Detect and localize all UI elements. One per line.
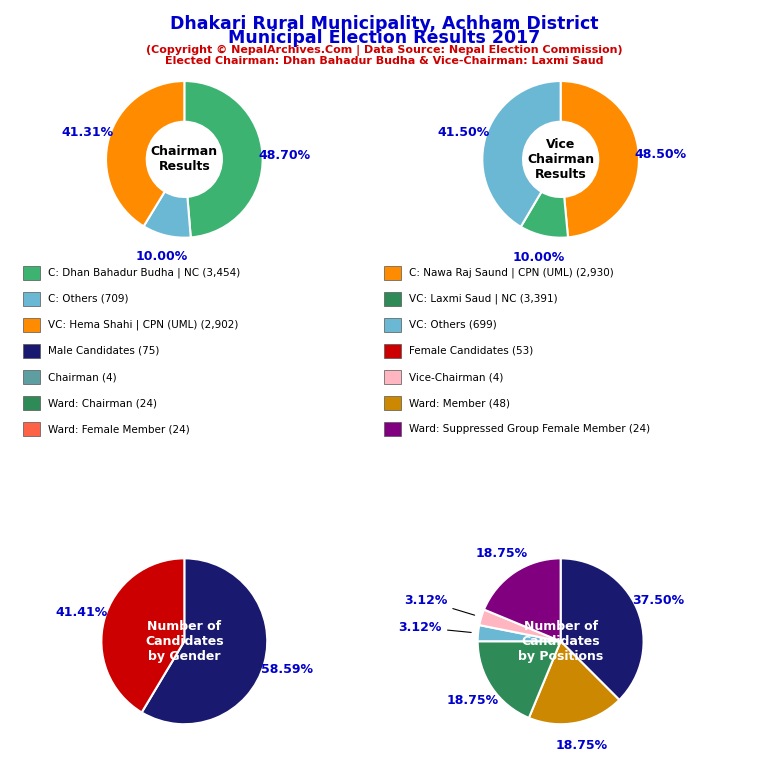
- Text: C: Dhan Bahadur Budha | NC (3,454): C: Dhan Bahadur Budha | NC (3,454): [48, 267, 240, 278]
- Text: Number of
Candidates
by Gender: Number of Candidates by Gender: [145, 620, 223, 663]
- Wedge shape: [521, 192, 568, 237]
- Wedge shape: [101, 558, 184, 713]
- Text: 18.75%: 18.75%: [446, 694, 498, 707]
- Text: 10.00%: 10.00%: [135, 250, 187, 263]
- Wedge shape: [106, 81, 184, 227]
- Text: Dhakari Rural Municipality, Achham District: Dhakari Rural Municipality, Achham Distr…: [170, 15, 598, 33]
- Wedge shape: [561, 558, 644, 700]
- Wedge shape: [144, 191, 190, 237]
- Text: Ward: Member (48): Ward: Member (48): [409, 398, 510, 409]
- Wedge shape: [479, 610, 561, 641]
- Text: Vice
Chairman
Results: Vice Chairman Results: [527, 138, 594, 180]
- Text: Elected Chairman: Dhan Bahadur Budha & Vice-Chairman: Laxmi Saud: Elected Chairman: Dhan Bahadur Budha & V…: [165, 56, 603, 66]
- Text: 48.70%: 48.70%: [259, 149, 310, 162]
- Text: VC: Others (699): VC: Others (699): [409, 319, 496, 330]
- Text: 41.31%: 41.31%: [61, 126, 114, 139]
- Wedge shape: [561, 81, 639, 237]
- Text: Chairman
Results: Chairman Results: [151, 145, 218, 174]
- Wedge shape: [478, 641, 561, 718]
- Text: Municipal Election Results 2017: Municipal Election Results 2017: [228, 29, 540, 47]
- Text: 41.41%: 41.41%: [56, 607, 108, 620]
- Text: Ward: Chairman (24): Ward: Chairman (24): [48, 398, 157, 409]
- Wedge shape: [184, 81, 263, 237]
- Text: Number of
Candidates
by Positions: Number of Candidates by Positions: [518, 620, 604, 663]
- Text: Ward: Suppressed Group Female Member (24): Ward: Suppressed Group Female Member (24…: [409, 424, 650, 435]
- Text: 48.50%: 48.50%: [634, 148, 687, 161]
- Text: VC: Hema Shahi | CPN (UML) (2,902): VC: Hema Shahi | CPN (UML) (2,902): [48, 319, 238, 330]
- Text: 18.75%: 18.75%: [475, 547, 528, 560]
- Text: 58.59%: 58.59%: [260, 663, 313, 676]
- Wedge shape: [484, 558, 561, 641]
- Wedge shape: [141, 558, 267, 724]
- Text: Male Candidates (75): Male Candidates (75): [48, 346, 159, 356]
- Text: Vice-Chairman (4): Vice-Chairman (4): [409, 372, 503, 382]
- Text: 3.12%: 3.12%: [399, 621, 472, 634]
- Text: Ward: Female Member (24): Ward: Female Member (24): [48, 424, 190, 435]
- Text: Chairman (4): Chairman (4): [48, 372, 116, 382]
- Text: C: Others (709): C: Others (709): [48, 293, 128, 304]
- Text: C: Nawa Raj Saund | CPN (UML) (2,930): C: Nawa Raj Saund | CPN (UML) (2,930): [409, 267, 614, 278]
- Text: 41.50%: 41.50%: [438, 127, 490, 140]
- Wedge shape: [478, 625, 561, 641]
- Wedge shape: [529, 641, 619, 724]
- Wedge shape: [482, 81, 561, 227]
- Text: VC: Laxmi Saud | NC (3,391): VC: Laxmi Saud | NC (3,391): [409, 293, 558, 304]
- Text: 3.12%: 3.12%: [404, 594, 475, 615]
- Text: 18.75%: 18.75%: [555, 739, 607, 752]
- Text: Female Candidates (53): Female Candidates (53): [409, 346, 533, 356]
- Text: 37.50%: 37.50%: [633, 594, 685, 607]
- Text: 10.00%: 10.00%: [513, 250, 565, 263]
- Text: (Copyright © NepalArchives.Com | Data Source: Nepal Election Commission): (Copyright © NepalArchives.Com | Data So…: [146, 45, 622, 55]
